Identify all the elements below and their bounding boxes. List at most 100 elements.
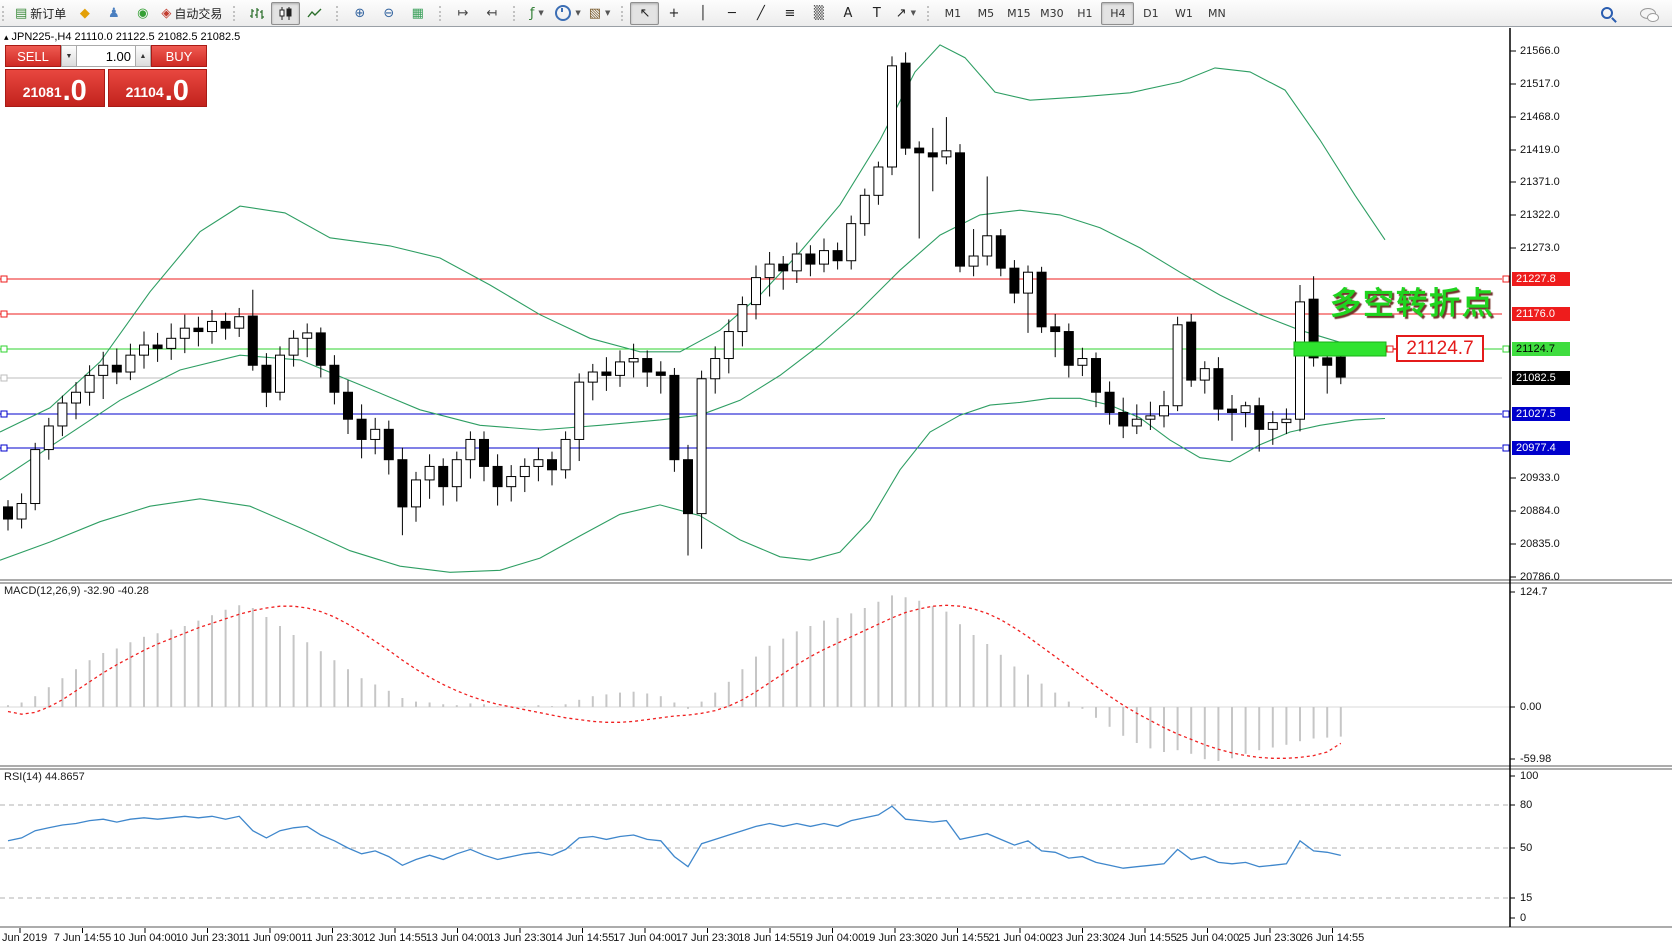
- time-axis-label: 21 Jun 04:00: [988, 932, 1052, 944]
- fibo-icon[interactable]: ≡: [775, 2, 804, 25]
- rsi-line: [7, 805, 1341, 869]
- volume-decrease-button[interactable]: ▼: [61, 45, 77, 67]
- callout-anchor-square[interactable]: [1386, 345, 1394, 353]
- templates-icon-dropdown-arrow[interactable]: ▼: [605, 9, 611, 17]
- signal-icon[interactable]: ◉: [128, 2, 157, 25]
- sell-button[interactable]: SELL: [5, 45, 61, 67]
- line-chart-icon[interactable]: [300, 2, 329, 25]
- rsi-tick-label: 100: [1520, 770, 1539, 782]
- price-tick-label: 21322.0: [1520, 209, 1560, 221]
- zoom-in-icon-glyph: ⊕: [354, 5, 366, 21]
- rsi-tick-label: 15: [1520, 892, 1533, 904]
- timeframe-button-m30[interactable]: M30: [1040, 6, 1064, 20]
- timeframe-button-h4[interactable]: H4: [1101, 1, 1135, 25]
- crosshair-icon[interactable]: +: [659, 2, 688, 25]
- chart-shift-icon[interactable]: ↤: [477, 2, 506, 25]
- zoom-out-icon[interactable]: ⊖: [374, 2, 403, 25]
- volume-increase-button[interactable]: ▲: [135, 45, 151, 67]
- timeframe-button-m1[interactable]: M1: [944, 6, 962, 20]
- timeframe-button-m5[interactable]: M5: [977, 6, 995, 20]
- time-axis-label: 10 Jun 04:00: [113, 932, 177, 944]
- time-axis-label: 13 Jun 04:00: [425, 932, 490, 944]
- indicators-icon-glyph: ƒ: [529, 5, 535, 21]
- price-level-badge: 21027.5: [1512, 407, 1570, 421]
- cursor-icon[interactable]: ↖: [630, 1, 660, 25]
- arrows-icon[interactable]: ↗ ▼: [891, 2, 920, 25]
- timeframe-button-d1[interactable]: D1: [1143, 6, 1159, 20]
- clock-glyph: [555, 5, 572, 21]
- bar-chart-icon[interactable]: [242, 2, 271, 25]
- indicators-icon-dropdown-arrow[interactable]: ▼: [538, 9, 544, 17]
- search-icon[interactable]: [1594, 2, 1623, 25]
- text-icon-glyph: A: [843, 5, 853, 21]
- price-level-badge: 21124.7: [1512, 342, 1570, 356]
- price-level-badge: 21176.0: [1512, 307, 1570, 321]
- zoom-out-icon-glyph: ⊖: [383, 5, 395, 21]
- timeframe-button-m15[interactable]: M15: [1007, 6, 1031, 20]
- symbol-ohlc-text: JPN225-,H4 21110.0 21122.5 21082.5 21082…: [11, 31, 241, 43]
- price-pane: [0, 44, 1510, 573]
- arrows-icon-glyph: ↗: [895, 5, 907, 21]
- arrows-icon-dropdown-arrow[interactable]: ▼: [910, 9, 917, 17]
- symbol-info-bar[interactable]: ▴ JPN225-,H4 21110.0 21122.5 21082.5 2108…: [4, 31, 240, 43]
- grid-icon[interactable]: ▒: [804, 2, 833, 25]
- zoom-in-icon[interactable]: ⊕: [345, 2, 374, 25]
- chart-frame: [0, 28, 1672, 933]
- templates-icon[interactable]: ▧ ▼: [585, 2, 615, 25]
- timeframe-button-h1[interactable]: H1: [1077, 6, 1093, 20]
- profile-icon[interactable]: ♟: [99, 2, 128, 25]
- indicators-icon[interactable]: ƒ ▼: [522, 2, 551, 25]
- autotrading-button[interactable]: ◈ 自动交易: [157, 2, 226, 25]
- periods-icon-dropdown-arrow[interactable]: ▼: [575, 9, 581, 17]
- candles-layer: [3, 52, 1346, 556]
- collapse-arrow-icon[interactable]: ▴: [4, 32, 9, 42]
- chart-annotation-text[interactable]: 多空转折点: [1330, 286, 1495, 322]
- auto-scroll-icon[interactable]: ↦: [448, 2, 477, 25]
- vertical-line-icon[interactable]: │: [688, 2, 717, 25]
- signal-icon-glyph: ◉: [137, 5, 149, 21]
- time-axis-label: 7 Jun 14:55: [53, 932, 112, 944]
- tile-windows-icon[interactable]: ▦: [403, 2, 432, 25]
- gold-icon[interactable]: ◆: [70, 2, 99, 25]
- rsi-pane: [0, 804, 1510, 899]
- text-icon[interactable]: A: [833, 2, 862, 25]
- fibo-icon-glyph: ≡: [784, 5, 796, 21]
- chart-shift-icon-glyph: ↤: [486, 5, 498, 21]
- macd-label: MACD(12,26,9) -32.90 -40.28: [4, 585, 149, 597]
- time-axis-label: 20 Jun 14:55: [925, 932, 990, 944]
- timeframe-button-mn[interactable]: MN: [1208, 6, 1226, 20]
- buy-button[interactable]: BUY: [151, 45, 207, 67]
- horizontal-line-icon[interactable]: ─: [717, 2, 746, 25]
- macd-signal-line: [7, 604, 1342, 759]
- timeframe-button-w1[interactable]: W1: [1174, 6, 1193, 20]
- volume-input[interactable]: [77, 45, 135, 67]
- support-zone-rect[interactable]: [1293, 341, 1387, 357]
- candlestick-icon[interactable]: [271, 1, 301, 25]
- buy-price-block[interactable]: 21104 .0: [107, 69, 207, 107]
- trendline-icon-glyph: ╱: [756, 5, 765, 21]
- price-tick-label: 21517.0: [1520, 78, 1560, 90]
- toolbar-group-zoom: ⊕ ⊖ ▦: [334, 0, 437, 26]
- price-level-badge: 21082.5: [1512, 371, 1570, 385]
- chat-icon[interactable]: [1633, 2, 1662, 25]
- label-icon-glyph: T: [872, 5, 881, 21]
- time-axis-label: 18 Jun 14:55: [738, 932, 802, 944]
- new-order-button-glyph: ▤: [15, 5, 28, 21]
- periods-icon[interactable]: ▼: [551, 2, 584, 25]
- label-icon[interactable]: T: [862, 2, 891, 25]
- rsi-label: RSI(14) 44.8657: [4, 771, 85, 783]
- sell-price-block[interactable]: 21081 .0: [5, 69, 105, 107]
- crosshair-icon-glyph: +: [668, 5, 680, 21]
- price-callout-box[interactable]: 21124.7: [1396, 335, 1484, 362]
- profile-icon-glyph: ♟: [107, 5, 120, 21]
- trendline-icon[interactable]: ╱: [746, 2, 775, 25]
- toolbar-group-insert: ƒ ▼ ▼ ▧ ▼: [511, 0, 619, 26]
- new-order-button[interactable]: ▤ 新订单: [11, 2, 70, 25]
- time-axis-label: 10 Jun 23:30: [175, 932, 240, 944]
- rsi-tick-label: 0: [1520, 912, 1527, 924]
- macd-tick-label: 0.00: [1520, 701, 1542, 713]
- sell-price-frac: .0: [62, 75, 87, 108]
- buy-price-main: 21104: [125, 84, 164, 100]
- autotrading-button-glyph: ◈: [161, 5, 172, 21]
